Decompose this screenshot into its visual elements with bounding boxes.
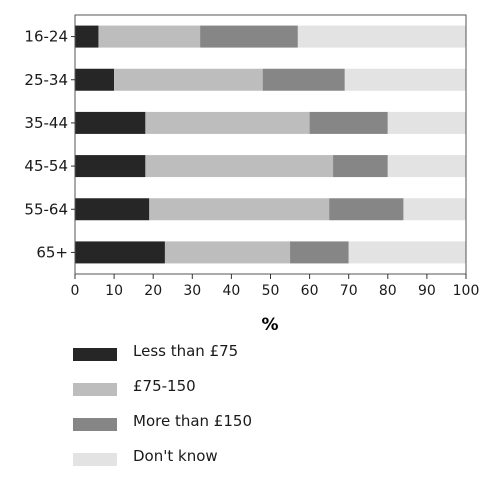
y-tick-label: 16-24 xyxy=(24,28,68,46)
bar-segment-2534-s3 xyxy=(344,68,466,91)
y-tick-label: 45-54 xyxy=(24,157,68,175)
x-axis-ticks: 0 10 20 30 40 50 60 70 80 90 100 xyxy=(71,274,480,299)
y-axis-ticks: 16-24 25-34 35-44 45-54 55-64 65+ xyxy=(24,28,75,261)
x-axis-label: % xyxy=(261,315,278,335)
bar-segment-3544-s0 xyxy=(75,111,146,134)
stacked-bar-chart: 16-24 25-34 35-44 45-54 55-64 65+ 0 10 20 30 40 50… xyxy=(24,14,480,335)
x-tick-label: 90 xyxy=(418,283,436,299)
legend-label: Less than £75 xyxy=(133,342,239,360)
legend-label: Don't know xyxy=(133,447,218,465)
y-tick-label: 55-64 xyxy=(24,200,68,218)
legend-swatch xyxy=(73,418,117,431)
bar-segment-65-s2 xyxy=(290,241,349,264)
legend-swatch xyxy=(73,453,117,466)
x-tick-label: 30 xyxy=(183,283,201,299)
bar-segment-4554-s0 xyxy=(75,155,146,178)
bar-segment-65-s3 xyxy=(348,241,466,264)
x-tick-label: 40 xyxy=(222,283,240,299)
legend-label: More than £150 xyxy=(133,412,252,430)
bars-group xyxy=(75,25,466,264)
bar-segment-1624-s3 xyxy=(297,25,466,48)
bar-segment-1624-s0 xyxy=(75,25,99,48)
bar-segment-4554-s2 xyxy=(333,155,388,178)
bar-segment-65-s1 xyxy=(164,241,291,264)
x-tick-label: 50 xyxy=(262,283,280,299)
bar-segment-1624-s1 xyxy=(98,25,201,48)
bar-segment-2534-s2 xyxy=(262,68,345,91)
bar-segment-4554-s1 xyxy=(145,155,334,178)
x-tick-label: 70 xyxy=(340,283,358,299)
bar-segment-5564-s0 xyxy=(75,198,150,221)
y-tick-label: 35-44 xyxy=(24,114,68,132)
legend-swatch xyxy=(73,383,117,396)
x-tick-label: 0 xyxy=(71,283,80,299)
x-tick-label: 60 xyxy=(301,283,319,299)
bar-segment-2534-s0 xyxy=(75,68,115,91)
bar-segment-5564-s1 xyxy=(149,198,330,221)
x-tick-label: 100 xyxy=(453,283,480,299)
x-tick-label: 10 xyxy=(105,283,123,299)
bar-segment-5564-s3 xyxy=(403,198,466,221)
y-tick-label: 25-34 xyxy=(24,71,68,89)
legend-label: £75-150 xyxy=(133,377,196,395)
bar-segment-1624-s2 xyxy=(200,25,298,48)
bar-segment-4554-s3 xyxy=(387,155,466,178)
bar-segment-3544-s1 xyxy=(145,111,310,134)
x-tick-label: 20 xyxy=(144,283,162,299)
bar-segment-5564-s2 xyxy=(329,198,404,221)
bar-segment-3544-s2 xyxy=(309,111,388,134)
plot-frame xyxy=(74,14,467,275)
plot-border xyxy=(74,14,467,275)
bar-segment-65-s0 xyxy=(75,241,165,264)
legend-swatch xyxy=(73,348,117,361)
bar-segment-3544-s3 xyxy=(387,111,466,134)
bar-segment-2534-s1 xyxy=(114,68,263,91)
x-tick-label: 80 xyxy=(379,283,397,299)
y-tick-label: 65+ xyxy=(36,243,68,261)
